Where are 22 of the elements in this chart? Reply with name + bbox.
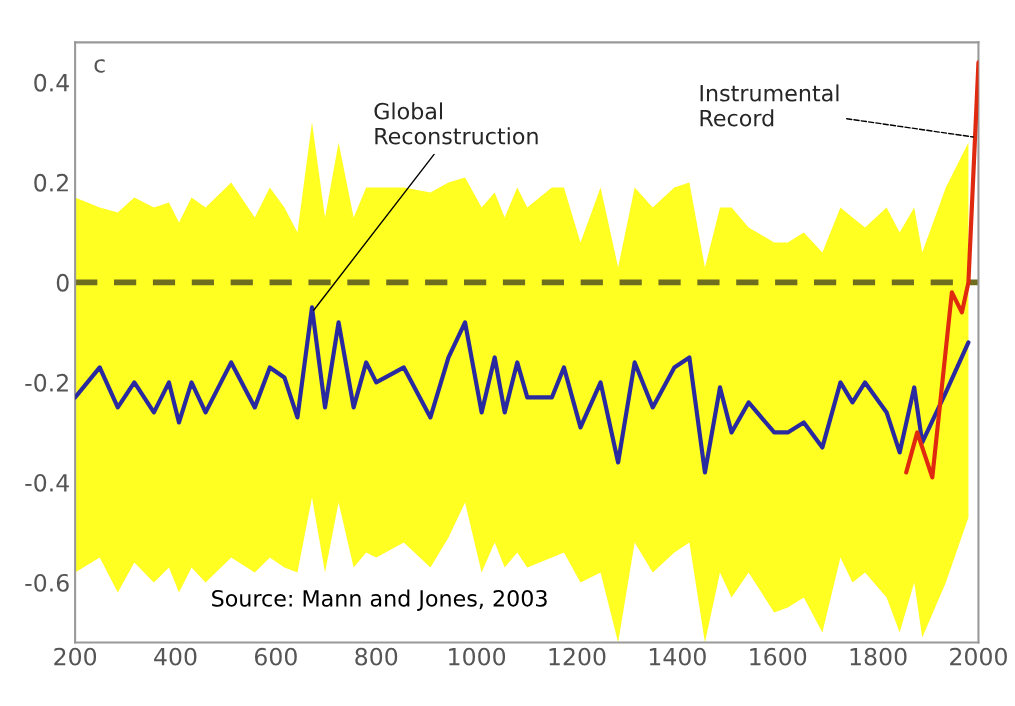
annotation: Global Reconstruction (374, 102, 538, 145)
x-tick-label: 1400 (649, 647, 706, 666)
y-tick-label: -0.2 (25, 373, 68, 392)
y-tick-label: 0.4 (34, 73, 69, 92)
x-tick-label: 1600 (750, 647, 807, 666)
x-tick-label: 800 (355, 647, 398, 666)
y-tick-label: 0.2 (34, 173, 68, 192)
line-series (75, 305, 971, 475)
x-tick-label: 1000 (449, 647, 506, 666)
y-tick-label: -0.6 (25, 573, 69, 592)
annotation: Instrumental Record (700, 84, 839, 127)
annotation: Source: Mann and Jones, 2003 (212, 589, 547, 611)
x-tick-label: 200 (54, 647, 97, 666)
x-tick-label: 400 (154, 647, 197, 666)
x-tick-label: 2000 (950, 647, 1007, 666)
y-tick-label: 0 (56, 273, 69, 292)
x-tick-label: 1200 (549, 647, 606, 666)
annotation: c (94, 59, 105, 73)
line-series (904, 60, 979, 480)
x-tick-label: 1800 (850, 647, 907, 666)
y-tick-label: -0.4 (25, 473, 69, 492)
x-tick-label: 600 (254, 647, 297, 666)
